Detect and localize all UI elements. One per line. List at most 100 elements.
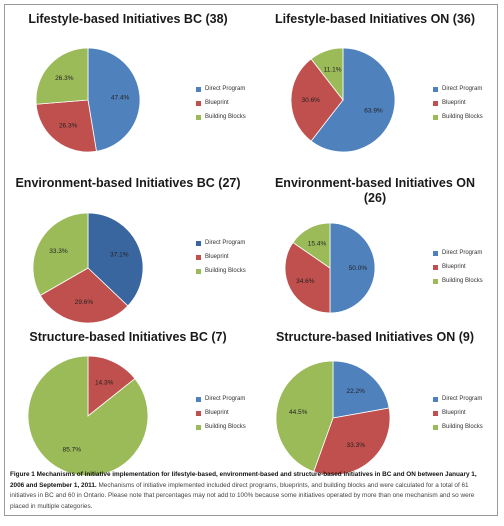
pie-slice-blueprint xyxy=(39,267,129,324)
pie-slice-direct-program xyxy=(87,212,144,307)
pie-slice-building-blocks xyxy=(310,47,344,102)
chart-panel: Lifestyle-based Initiatives BC (38) 47.4%… xyxy=(8,12,248,162)
legend-item-blueprint: Blueprint xyxy=(196,406,246,420)
chart-panel: Structure-based Initiatives BC (7) 14.3% 8… xyxy=(8,322,248,477)
pie-slice-blueprint xyxy=(290,58,344,142)
pie-value-label: 22.2% xyxy=(346,388,365,395)
pie-value-label: 44.5% xyxy=(289,409,308,416)
legend-item-direct-program: Direct Program xyxy=(433,392,483,406)
chart-panel: Lifestyle-based Initiatives ON (36) 63.9%… xyxy=(255,12,495,162)
pie-value-label: 47.4% xyxy=(111,94,130,101)
chart-legend: Direct Program Blueprint Building Blocks xyxy=(433,392,483,434)
legend-label: Blueprint xyxy=(205,100,229,106)
figure-caption: Figure 1 Mechanisms of initiative implem… xyxy=(10,470,490,512)
pie-slice-blueprint xyxy=(35,99,97,153)
pie-slice-direct-program xyxy=(310,47,396,153)
chart-legend: Direct Program Blueprint Building Blocks xyxy=(196,82,246,124)
legend-label: Direct Program xyxy=(205,86,246,92)
legend-swatch xyxy=(433,114,438,120)
legend-swatch xyxy=(196,240,201,246)
legend-item-direct-program: Direct Program xyxy=(196,392,246,406)
legend-item-building-blocks: Building Blocks xyxy=(196,110,246,124)
legend-label: Building Blocks xyxy=(205,268,246,274)
legend-label: Building Blocks xyxy=(442,114,483,120)
pie-chart: 22.2% 33.3% 44.5% xyxy=(275,360,391,476)
pie-chart: 14.3% 85.7% xyxy=(27,355,149,477)
pie-value-label: 29.6% xyxy=(75,299,94,306)
legend-swatch xyxy=(196,396,201,402)
legend-label: Direct Program xyxy=(205,396,246,402)
legend-swatch xyxy=(196,268,201,274)
pie-slice-blueprint xyxy=(284,241,331,314)
legend-label: Blueprint xyxy=(205,410,229,416)
legend-swatch xyxy=(196,114,201,120)
legend-swatch xyxy=(433,100,438,106)
pie-slice-direct-program xyxy=(332,360,390,419)
legend-item-building-blocks: Building Blocks xyxy=(433,110,483,124)
chart-panel: Environment-based Initiatives BC (27) 37.… xyxy=(8,168,248,324)
pie-value-label: 37.1% xyxy=(110,252,129,259)
chart-title: Structure-based Initiatives ON (9) xyxy=(276,330,474,344)
legend-swatch xyxy=(433,86,438,92)
legend-label: Direct Program xyxy=(205,240,246,246)
legend-label: Building Blocks xyxy=(442,424,483,430)
legend-item-building-blocks: Building Blocks xyxy=(196,264,246,278)
legend-item-building-blocks: Building Blocks xyxy=(433,420,483,434)
pie-value-label: 14.3% xyxy=(95,379,114,386)
legend-label: Building Blocks xyxy=(205,114,246,120)
legend-swatch xyxy=(196,410,201,416)
legend-swatch xyxy=(196,86,201,92)
legend-label: Direct Program xyxy=(442,396,483,402)
pie-chart: 37.1% 29.6% 33.3% xyxy=(32,212,144,324)
chart-legend: Direct Program Blueprint Building Blocks xyxy=(433,82,483,124)
legend-item-direct-program: Direct Program xyxy=(196,82,246,96)
chart-title: Environment-based Initiatives ON (26) xyxy=(274,176,476,205)
legend-label: Direct Program xyxy=(442,250,483,256)
legend-label: Blueprint xyxy=(442,410,466,416)
chart-title: Structure-based Initiatives BC (7) xyxy=(29,330,227,344)
legend-item-blueprint: Blueprint xyxy=(433,406,483,420)
pie-chart: 50.0% 34.6% 15.4% xyxy=(284,222,376,314)
pie-chart: 47.4% 26.3% 26.3% xyxy=(35,47,141,153)
legend-item-direct-program: Direct Program xyxy=(196,236,246,250)
legend-label: Direct Program xyxy=(442,86,483,92)
legend-label: Blueprint xyxy=(205,254,229,260)
pie-slice-building-blocks xyxy=(27,355,149,477)
legend-item-direct-program: Direct Program xyxy=(433,246,483,260)
legend-label: Building Blocks xyxy=(205,424,246,430)
pie-chart: 63.9% 30.6% 11.1% xyxy=(290,47,396,153)
chart-legend: Direct Program Blueprint Building Blocks xyxy=(196,392,246,434)
legend-item-building-blocks: Building Blocks xyxy=(196,420,246,434)
legend-label: Building Blocks xyxy=(442,278,483,284)
pie-value-label: 34.6% xyxy=(296,278,315,285)
pie-value-label: 30.6% xyxy=(302,97,321,104)
pie-value-label: 15.4% xyxy=(308,240,327,247)
pie-slice-building-blocks xyxy=(275,360,334,473)
legend-item-blueprint: Blueprint xyxy=(433,260,483,274)
pie-slice-direct-program xyxy=(87,47,141,152)
legend-item-blueprint: Blueprint xyxy=(196,250,246,264)
caption-lead: Figure 1 Mechanisms of initiative implem… xyxy=(10,471,477,489)
pie-slice-blueprint xyxy=(87,355,136,417)
legend-label: Blueprint xyxy=(442,100,466,106)
pie-slice-building-blocks xyxy=(32,212,89,296)
pie-value-label: 11.1% xyxy=(324,67,342,74)
pie-value-label: 26.3% xyxy=(59,122,78,129)
pie-value-label: 63.9% xyxy=(364,107,383,114)
legend-item-building-blocks: Building Blocks xyxy=(433,274,483,288)
chart-panel: Environment-based Initiatives ON (26) 50.… xyxy=(255,168,495,318)
pie-slice-direct-program xyxy=(329,222,376,314)
pie-slice-blueprint xyxy=(313,407,391,476)
chart-title: Lifestyle-based Initiatives BC (38) xyxy=(28,12,228,26)
legend-swatch xyxy=(196,424,201,430)
pie-slice-building-blocks xyxy=(35,47,89,105)
legend-swatch xyxy=(433,278,438,284)
chart-title: Lifestyle-based Initiatives ON (36) xyxy=(274,12,476,26)
legend-swatch xyxy=(433,424,438,430)
pie-value-label: 26.3% xyxy=(55,75,74,82)
pie-value-label: 33.3% xyxy=(347,442,366,449)
pie-value-label: 85.7% xyxy=(63,447,82,454)
pie-value-label: 33.3% xyxy=(49,248,68,255)
caption-body: Mechanisms of initiative implemented inc… xyxy=(10,481,475,510)
legend-swatch xyxy=(433,250,438,256)
